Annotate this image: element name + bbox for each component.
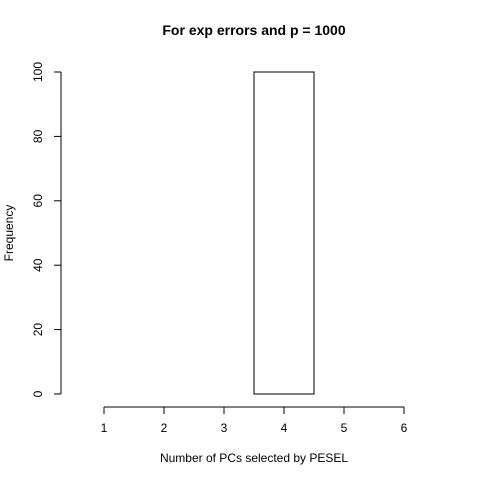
y-tick-label: 40 [31,258,45,272]
x-tick-label: 3 [221,421,228,435]
bars-group [253,71,315,395]
y-axis: 0 20 40 60 80 100 [31,62,62,397]
x-tick-label: 5 [341,421,348,435]
x-axis: 1 2 3 4 5 6 [101,406,408,435]
chart-title: For exp errors and p = 1000 [162,22,345,38]
y-tick-label: 60 [31,194,45,208]
x-tick-label: 1 [101,421,108,435]
histogram-bar [253,71,315,395]
x-tick-label: 4 [281,421,288,435]
y-tick-label: 100 [31,62,45,82]
x-axis-title: Number of PCs selected by PESEL [160,451,348,465]
x-tick-label: 6 [401,421,408,435]
y-tick-label: 20 [31,323,45,337]
y-tick-label: 80 [31,129,45,143]
x-tick-label: 2 [161,421,168,435]
y-tick-label: 0 [31,390,45,397]
y-axis-title: Frequency [2,205,16,262]
